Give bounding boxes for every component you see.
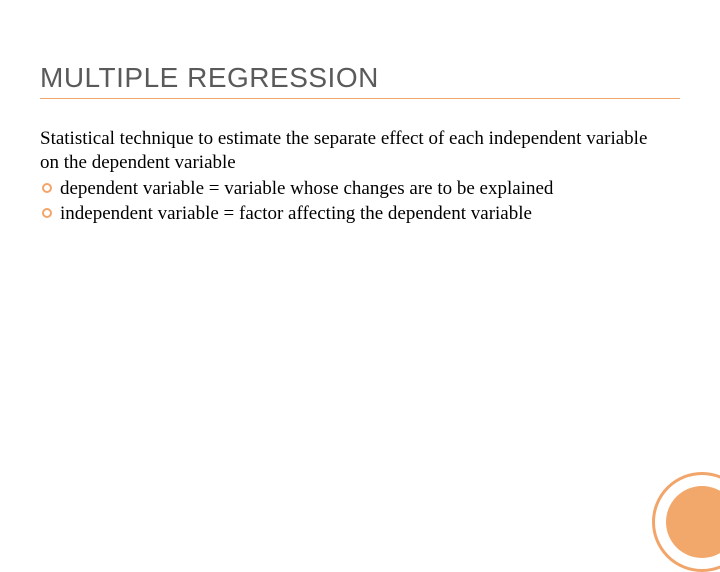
bullet-ring-icon xyxy=(42,208,52,218)
slide: MULTIPLE REGRESSION Statistical techniqu… xyxy=(0,0,720,540)
bullet-item: dependent variable = variable whose chan… xyxy=(40,177,650,201)
page-title: MULTIPLE REGRESSION xyxy=(40,62,680,94)
bullet-text: dependent variable = variable whose chan… xyxy=(60,177,650,201)
bullet-text: independent variable = factor affecting … xyxy=(60,202,650,226)
bullet-item: independent variable = factor affecting … xyxy=(40,202,650,226)
corner-decoration-icon xyxy=(652,472,720,572)
title-block: MULTIPLE REGRESSION xyxy=(40,62,680,99)
body-text: Statistical technique to estimate the se… xyxy=(40,127,650,226)
bullet-ring-icon xyxy=(42,183,52,193)
intro-paragraph: Statistical technique to estimate the se… xyxy=(40,127,650,175)
title-underline xyxy=(40,98,680,99)
